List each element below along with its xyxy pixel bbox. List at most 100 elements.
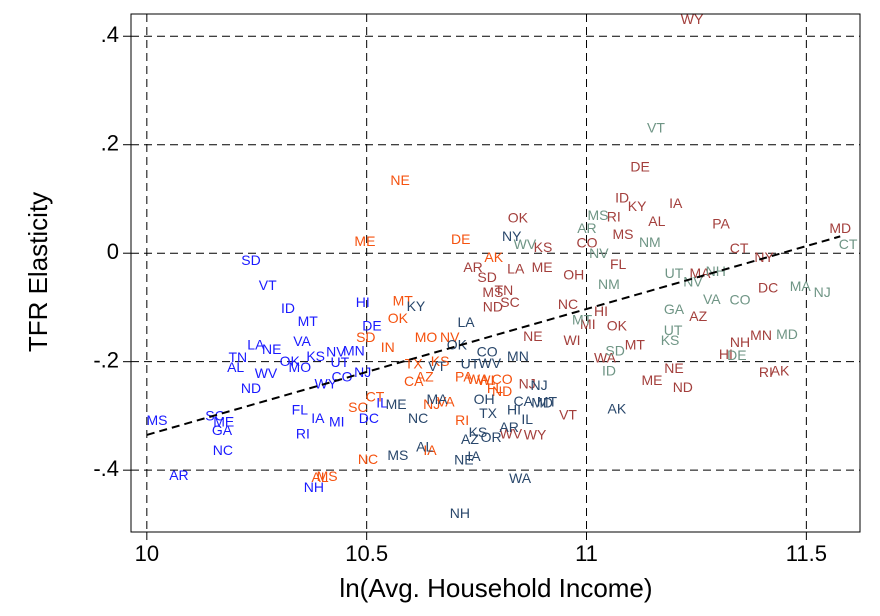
state-point: NM [598, 276, 620, 292]
state-point: NJ [354, 364, 371, 380]
state-point: NY [754, 249, 774, 265]
state-point: NC [558, 296, 578, 312]
state-point: HI [356, 294, 370, 310]
state-point: DE [362, 318, 381, 334]
state-point: ND [483, 299, 503, 315]
state-point: VT [647, 120, 665, 136]
state-point: IA [467, 448, 481, 464]
state-point: OK [607, 318, 628, 334]
state-point: MA [689, 265, 711, 281]
state-point: DC [758, 280, 778, 296]
state-point: VT [559, 407, 577, 423]
state-point: WI [477, 372, 494, 388]
y-tick-label: .2 [101, 131, 119, 156]
state-point: LA [247, 337, 265, 353]
state-point: CO [576, 235, 597, 251]
state-point: NV [440, 329, 460, 345]
state-point: SD [356, 329, 375, 345]
state-point: KS [661, 332, 680, 348]
state-point: NY [502, 228, 522, 244]
state-point: NH [730, 334, 750, 350]
state-point: MS [146, 412, 167, 428]
state-point: DE [727, 347, 746, 363]
state-point: NV [326, 344, 346, 360]
state-point: AR [577, 220, 596, 236]
state-point: VT [259, 277, 277, 293]
state-point: RI [607, 209, 621, 225]
state-point: MI [329, 414, 345, 430]
state-point: NE [523, 328, 542, 344]
state-point: KS [431, 353, 450, 369]
state-point: DE [451, 231, 470, 247]
state-point: ND [241, 380, 261, 396]
state-point: MT [537, 394, 558, 410]
state-point: SC [348, 399, 367, 415]
plot-frame [130, 13, 861, 533]
state-point: ND [492, 383, 512, 399]
state-point: MT [572, 312, 593, 328]
state-point: DE [630, 159, 649, 175]
state-point: NJ [530, 377, 547, 393]
state-point: NE [262, 341, 281, 357]
state-point: AK [484, 249, 503, 265]
state-point: CO [492, 371, 513, 387]
state-point: NC [213, 442, 233, 458]
state-point: ID [615, 190, 629, 206]
state-point: GA [212, 422, 233, 438]
state-point: AL [227, 359, 244, 375]
state-point: AR [463, 259, 482, 275]
state-point: MT [393, 293, 414, 309]
state-point: MN [750, 327, 772, 343]
state-point: MO [415, 329, 438, 345]
state-point: MS [587, 207, 608, 223]
state-point: WV [479, 355, 502, 371]
state-point: SD [477, 269, 496, 285]
state-point: AZ [461, 431, 479, 447]
state-point: CO [477, 344, 498, 360]
state-point: WV [500, 426, 523, 442]
state-point: ME [213, 414, 234, 430]
state-point: NE [454, 452, 473, 468]
state-point: VA [703, 291, 721, 307]
state-point: MS [387, 447, 408, 463]
fit-line [146, 235, 841, 436]
state-point: IN [381, 339, 395, 355]
state-point: RI [455, 412, 469, 428]
state-point: AL [648, 213, 665, 229]
state-point: OH [474, 391, 495, 407]
state-point: LA [507, 261, 525, 277]
state-point: DC [359, 410, 379, 426]
state-point: NE [390, 172, 409, 188]
state-point: MA [427, 391, 449, 407]
state-point: UT [331, 354, 350, 370]
state-point: SC [500, 294, 519, 310]
state-point: TX [479, 405, 498, 421]
y-tick-label: -.4 [93, 456, 119, 481]
state-point: LA [457, 314, 475, 330]
state-point: IA [423, 442, 437, 458]
state-point: NH [450, 505, 470, 521]
state-point: NE [664, 360, 683, 376]
state-point: MO [289, 359, 312, 375]
state-point: TN [495, 282, 514, 298]
state-point: NJ [519, 376, 536, 392]
state-point: KS [306, 348, 325, 364]
state-point: IL [376, 395, 388, 411]
state-point: MA [790, 278, 812, 294]
state-point: MI [580, 316, 596, 332]
state-point: SD [241, 252, 260, 268]
state-point: MN [507, 348, 529, 364]
state-point: NJ [423, 396, 440, 412]
state-point: NC [408, 410, 428, 426]
state-point: ME [354, 233, 375, 249]
state-point: OK [447, 337, 468, 353]
state-point: UT [664, 322, 683, 338]
state-point: NV [589, 245, 609, 261]
state-point: NH [304, 479, 324, 495]
state-point: RI [759, 364, 773, 380]
state-point: CA [404, 373, 424, 389]
state-point: CT [366, 389, 385, 405]
state-point: MN [343, 343, 365, 359]
